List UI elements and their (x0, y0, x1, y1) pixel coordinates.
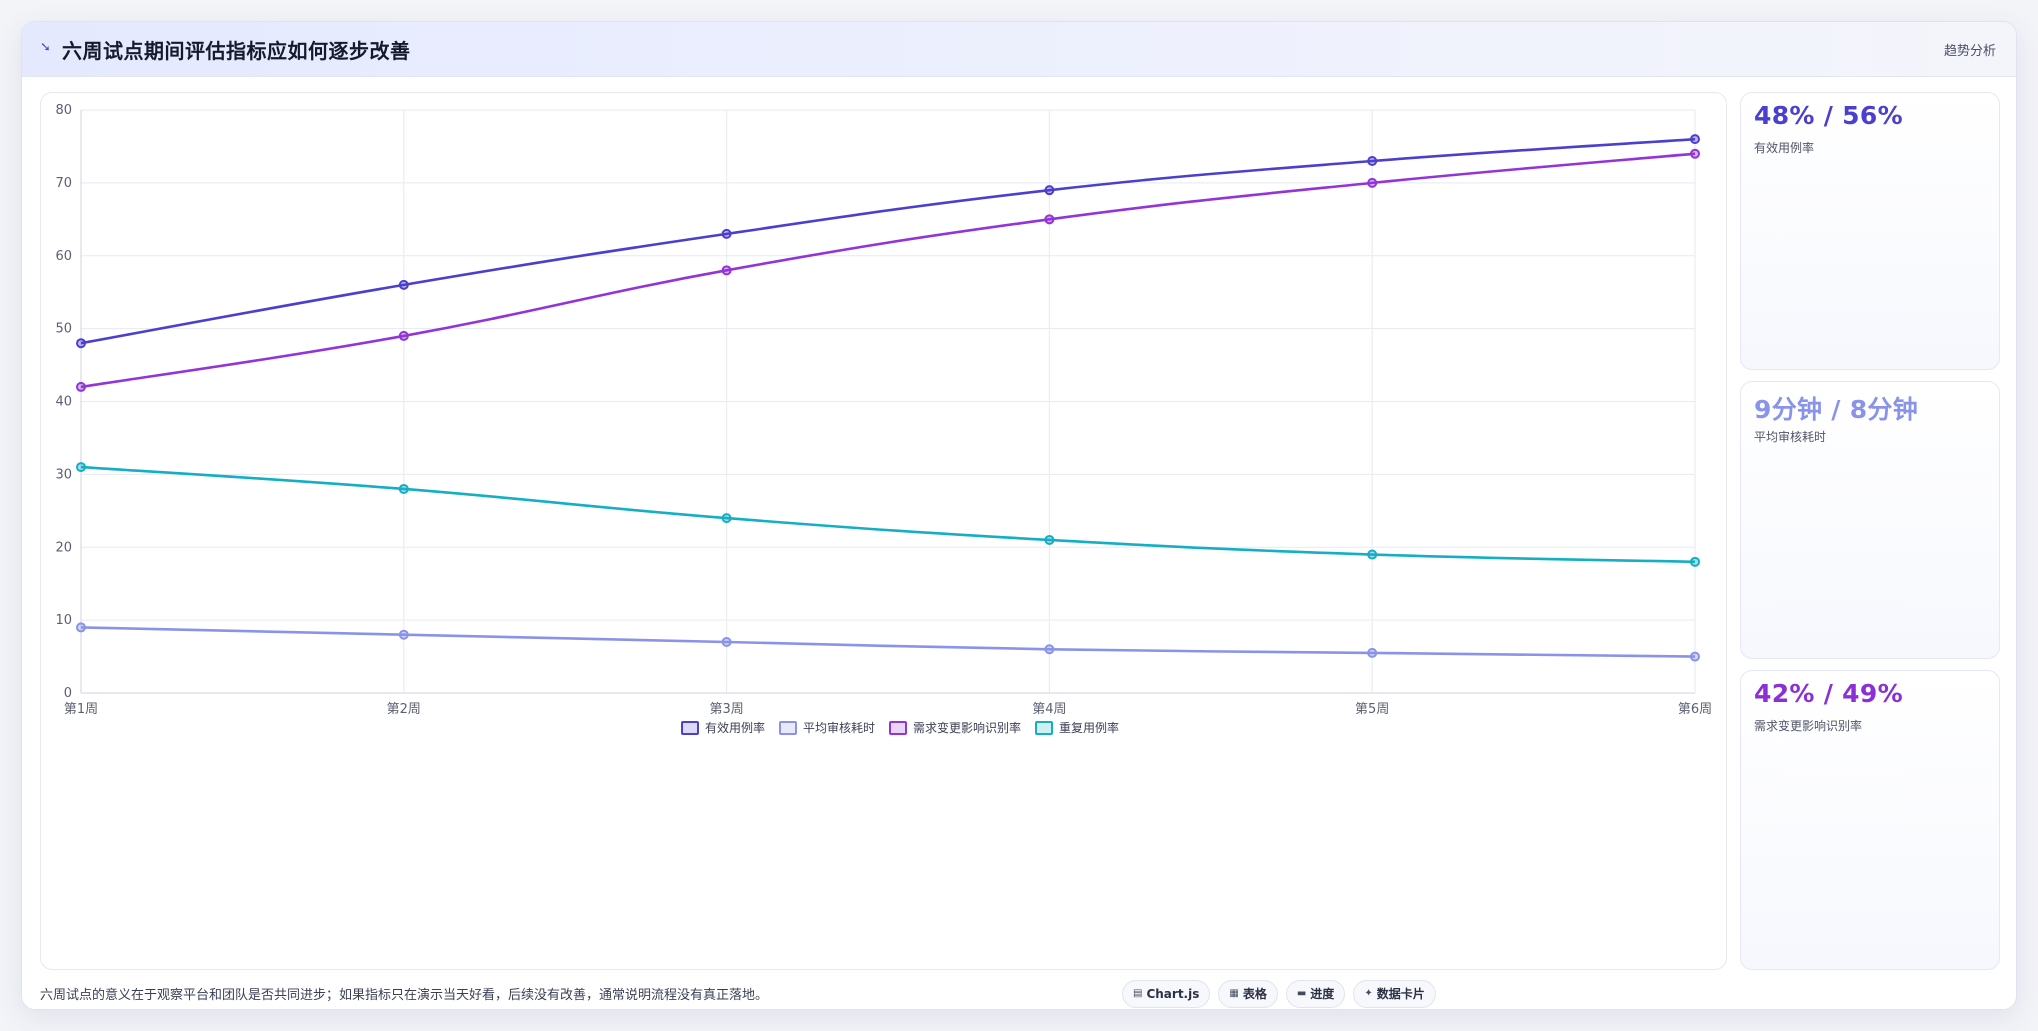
stat-card-valid-rate: 48% / 56% 有效用例率 (1740, 92, 2000, 370)
pill-label: 表格 (1242, 987, 1267, 1001)
stat-value: 9分钟 / 8分钟 (1754, 395, 1919, 424)
stat-value: 48% / 56% (1754, 101, 1903, 130)
pill-table[interactable]: ▦ 表格 (1218, 980, 1278, 1008)
sparkle-icon: ✦ (1364, 988, 1373, 999)
panel-header: ➘ 六周试点期间评估指标应如何逐步改善 趋势分析 (22, 22, 2016, 77)
page-title: 六周试点期间评估指标应如何逐步改善 (62, 39, 411, 63)
pill-label: Chart.js (1146, 987, 1200, 1001)
data-point (1044, 214, 1055, 225)
data-point (1367, 177, 1378, 188)
trend-arrow-icon: ➘ (40, 40, 51, 55)
y-tick-label: 10 (55, 613, 72, 628)
footer-note: 六周试点的意义在于观察平台和团队是否共同进步；如果指标只在演示当天好看，后续没有… (40, 988, 769, 1003)
y-tick-label: 80 (55, 103, 72, 118)
data-point (721, 636, 732, 647)
pill-chartjs[interactable]: ▤ Chart.js (1122, 980, 1211, 1008)
x-tick-label: 第4周 (1032, 702, 1066, 717)
pill-progress[interactable]: ▬ 进度 (1285, 980, 1346, 1008)
x-tick-label: 第2周 (387, 702, 421, 717)
data-point (721, 265, 732, 276)
legend-label: 有效用例率 (705, 720, 765, 735)
data-point (76, 462, 86, 473)
data-point (76, 338, 86, 349)
legend-swatch (779, 721, 797, 735)
data-point (1367, 156, 1378, 167)
dashboard-panel: ➘ 六周试点期间评估指标应如何逐步改善 趋势分析 0 10 20 30 40 50 60 70… (21, 21, 2017, 1010)
progress-icon: ▬ (1296, 988, 1307, 999)
data-point (398, 483, 409, 494)
data-point (1044, 185, 1055, 196)
series-line-3 (80, 465, 1696, 564)
data-point (1367, 549, 1378, 560)
x-tick-label: 第5周 (1355, 702, 1389, 717)
stat-value: 42% / 49% (1754, 679, 1903, 708)
stat-card-review-time: 9分钟 / 8分钟 平均审核耗时 (1740, 381, 2000, 659)
stat-label: 需求变更影响识别率 (1754, 719, 1863, 733)
series-line-1 (80, 626, 1696, 658)
legend-swatch (1035, 721, 1053, 735)
data-point (398, 279, 409, 290)
pill-label: 数据卡片 (1376, 987, 1425, 1001)
legend-swatch (681, 721, 699, 735)
stat-label: 有效用例率 (1754, 141, 1815, 155)
y-tick-label: 0 (64, 686, 72, 701)
y-tick-label: 70 (55, 176, 72, 191)
trend-analysis-tag[interactable]: 趋势分析 (1943, 44, 1996, 59)
data-point (76, 381, 86, 392)
series-line-0 (80, 137, 1696, 345)
view-switcher: ▤ Chart.js ▦ 表格 ▬ 进度 ✦ 数据卡片 (1122, 980, 1436, 1008)
x-tick-label: 第6周 (1678, 702, 1712, 717)
legend-label: 需求变更影响识别率 (913, 720, 1021, 735)
table-icon: ▦ (1229, 988, 1239, 999)
chart-icon: ▤ (1133, 988, 1143, 999)
y-tick-label: 30 (55, 467, 72, 482)
stat-card-change-impact: 42% / 49% 需求变更影响识别率 (1740, 670, 2000, 970)
data-point (398, 330, 409, 341)
pill-data-cards[interactable]: ✦ 数据卡片 (1353, 980, 1436, 1008)
pill-label: 进度 (1310, 987, 1335, 1001)
series-line-2 (80, 152, 1696, 389)
legend-swatch (889, 721, 907, 735)
legend-label: 平均审核耗时 (803, 720, 875, 735)
data-point (1367, 647, 1378, 658)
y-tick-label: 60 (55, 249, 72, 264)
line-chart-card: 0 10 20 30 40 50 60 70 80 第1周 第2周 第3周 第4周 第5周 第6周有效用例率… (40, 92, 1727, 970)
stat-label: 平均审核耗时 (1754, 430, 1827, 444)
data-point (1044, 534, 1055, 545)
data-point (1690, 651, 1700, 662)
data-point (721, 513, 732, 524)
y-tick-label: 40 (55, 395, 72, 410)
data-point (1690, 148, 1700, 159)
data-point (1044, 644, 1055, 655)
legend-label: 重复用例率 (1059, 720, 1119, 735)
line-chart: 0 10 20 30 40 50 60 70 80 第1周 第2周 第3周 第4周 第5周 第6周有效用例率… (55, 103, 1712, 735)
data-point (1690, 556, 1700, 567)
data-point (76, 622, 86, 633)
y-tick-label: 50 (55, 322, 72, 337)
data-point (398, 629, 409, 640)
data-point (721, 228, 732, 239)
y-tick-label: 20 (55, 540, 72, 555)
x-tick-label: 第1周 (64, 702, 98, 717)
x-tick-label: 第3周 (709, 702, 743, 717)
data-point (1690, 134, 1700, 145)
